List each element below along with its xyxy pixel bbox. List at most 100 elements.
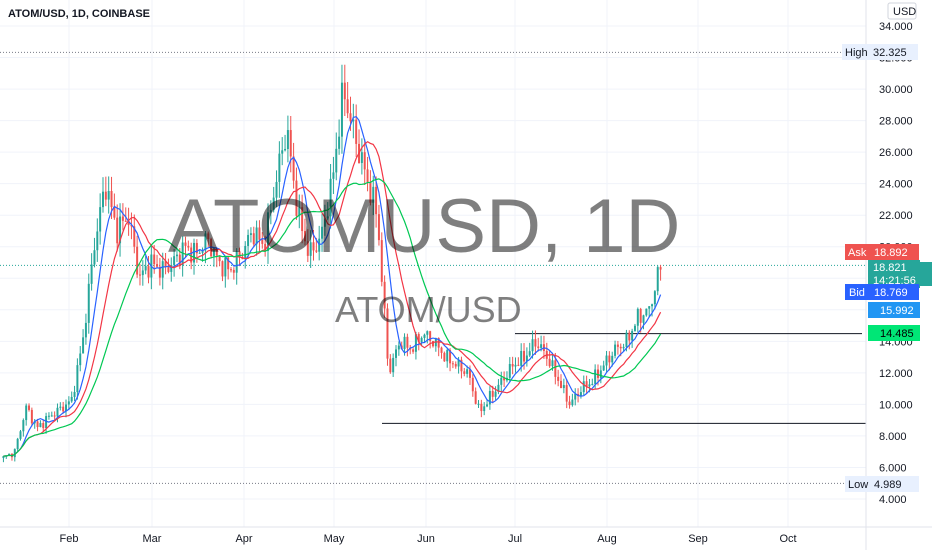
candle-body (454, 363, 457, 367)
candle-body (503, 377, 506, 381)
x-tick-label: Sep (688, 533, 708, 545)
candle-body (651, 304, 654, 307)
svg-text:Bid: Bid (849, 287, 865, 299)
candle-body (269, 210, 272, 213)
candle-body (520, 350, 523, 366)
candle-body (375, 186, 378, 215)
candle-body (218, 255, 221, 262)
candle-body (602, 365, 605, 371)
candle-body (633, 325, 636, 331)
candle-body (198, 252, 201, 254)
candle-body (170, 264, 173, 272)
candle-body (659, 267, 662, 270)
candle-body (631, 330, 634, 341)
candle-body (96, 231, 99, 251)
candle-body (59, 406, 62, 408)
candle-body (50, 415, 53, 417)
candle-body (309, 242, 312, 256)
candle-body (608, 355, 611, 363)
candle-body (443, 352, 446, 362)
candle-body (534, 339, 537, 347)
candle-body (181, 242, 184, 266)
candle-body (303, 231, 306, 242)
candle-body (389, 358, 392, 373)
svg-text:Ask: Ask (848, 247, 867, 259)
candle-body (275, 181, 278, 198)
candle-body (616, 344, 619, 347)
candle-body (13, 449, 16, 458)
candle-body (437, 338, 440, 348)
candle-body (121, 216, 124, 221)
x-tick-label: Oct (779, 533, 796, 545)
candle-body (141, 270, 144, 276)
candle-body (164, 261, 167, 267)
candle-body (16, 438, 19, 450)
candle-body (210, 239, 213, 257)
candle-body (56, 407, 59, 417)
candle-body (377, 214, 380, 241)
candle-body (349, 113, 352, 122)
y-tick-label: 10.000 (879, 399, 913, 411)
last-price-value: 18.821 (873, 262, 907, 274)
candle-body (42, 423, 45, 429)
candle-body (298, 207, 301, 216)
candle-body (235, 251, 238, 273)
candle-body (39, 423, 42, 428)
candle-body (153, 254, 156, 265)
candle-body (110, 190, 113, 208)
candle-body (392, 357, 395, 373)
candle-body (84, 322, 87, 338)
candle-body (70, 396, 73, 402)
candle-body (494, 391, 497, 397)
candle-body (340, 82, 343, 137)
y-tick-label: 12.000 (879, 368, 913, 380)
candle-body (258, 227, 261, 240)
candles (2, 64, 662, 463)
candle-body (62, 406, 65, 412)
low-value: 4.989 (874, 479, 902, 491)
high-value: 32.325 (873, 47, 907, 59)
x-tick-label: Jul (508, 533, 522, 545)
candle-body (579, 392, 582, 397)
candle-body (161, 261, 164, 278)
y-tick-label: 22.000 (879, 210, 913, 222)
candle-body (73, 391, 76, 397)
currency-badge[interactable]: USD (887, 2, 917, 20)
candle-body (173, 256, 176, 265)
candle-body (335, 148, 338, 173)
candle-body (591, 383, 594, 385)
candle-body (329, 178, 332, 217)
candle-body (488, 390, 491, 405)
x-tick-label: Jun (417, 533, 435, 545)
candle-body (540, 344, 543, 348)
low-label: Low 4.989 (845, 476, 919, 492)
candle-body (537, 346, 540, 348)
candle-body (355, 119, 358, 144)
candle-body (281, 150, 284, 154)
x-tick-label: Mar (143, 533, 162, 545)
candle-body (346, 99, 349, 114)
candle-body (247, 234, 250, 246)
candle-body (551, 360, 554, 367)
candle-body (383, 281, 386, 309)
candle-body (230, 269, 233, 271)
candle-body (369, 181, 372, 203)
ma-slow-line (3, 178, 662, 457)
candle-body (127, 221, 130, 226)
candle-body (90, 264, 93, 284)
candle-body (571, 399, 574, 406)
y-tick-label: 6.000 (879, 462, 907, 474)
candle-body (82, 337, 85, 354)
chart-title: ATOM/USD, 1D, COINBASE (8, 8, 150, 20)
candle-body (423, 334, 426, 338)
candle-body (107, 190, 110, 200)
candle-body (596, 369, 599, 378)
candle-body (514, 364, 517, 367)
candle-body (562, 385, 565, 389)
candle-body (338, 136, 341, 149)
candle-body (284, 148, 287, 151)
high-label: High 32.325 (842, 44, 918, 60)
candle-body (272, 197, 275, 211)
x-tick-label: Aug (597, 533, 617, 545)
y-tick-label: 8.000 (879, 431, 907, 443)
